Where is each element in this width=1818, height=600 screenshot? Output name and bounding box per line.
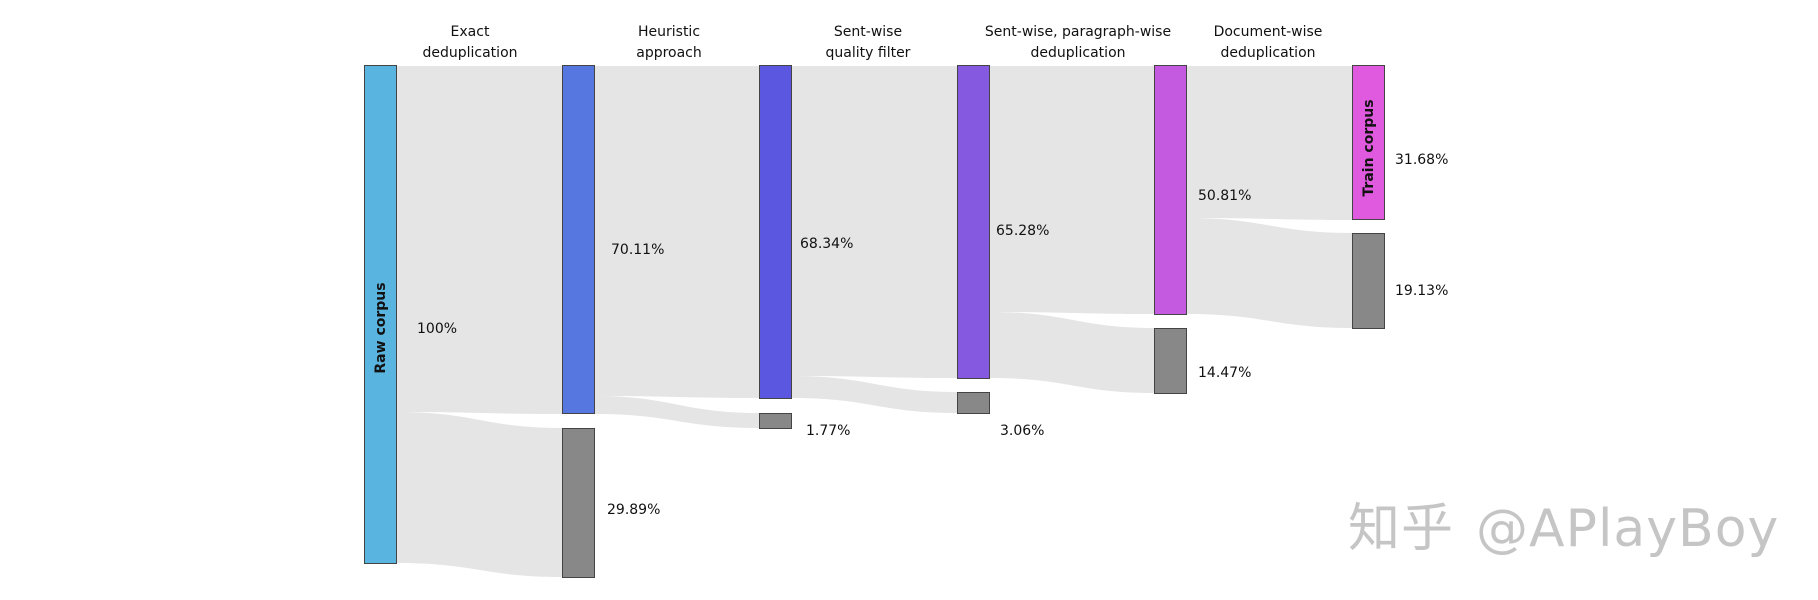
stage-5-subtitle: deduplication bbox=[1220, 45, 1315, 61]
link-raw-to-kept1 bbox=[397, 66, 562, 414]
removed-4-pct: 14.47% bbox=[1198, 365, 1251, 381]
link-kept3-to-removed4 bbox=[990, 312, 1154, 393]
stage-headers: Exact deduplication Heuristic approach S… bbox=[422, 24, 1322, 61]
stage-2-subtitle: approach bbox=[636, 45, 702, 61]
stage-2-title: Heuristic bbox=[638, 24, 700, 40]
raw-corpus-pct: 100% bbox=[417, 321, 457, 337]
removed-node-exact-dedup bbox=[562, 428, 595, 578]
links bbox=[397, 66, 1352, 577]
kept-3-pct: 65.28% bbox=[996, 223, 1049, 239]
watermark-author: @APlayBoy bbox=[1476, 499, 1780, 559]
removed-node-quality-filter bbox=[957, 392, 990, 414]
stage-4-title: Sent-wise, paragraph-wise bbox=[985, 24, 1171, 40]
removed-3-pct: 3.06% bbox=[1000, 423, 1044, 439]
kept-node-heuristic bbox=[562, 65, 595, 414]
stage-3-subtitle: quality filter bbox=[826, 45, 911, 61]
raw-corpus-label: Raw corpus bbox=[373, 282, 389, 373]
link-raw-to-removed1 bbox=[397, 412, 562, 577]
train-corpus-node bbox=[1352, 65, 1385, 220]
link-kept1-to-removed2 bbox=[595, 396, 759, 428]
removed-node-heuristic bbox=[759, 413, 792, 429]
stage-5-title: Document-wise bbox=[1214, 24, 1323, 40]
stage-1-subtitle: deduplication bbox=[422, 45, 517, 61]
link-kept1-to-kept2 bbox=[595, 66, 759, 398]
removed-1-pct: 29.89% bbox=[607, 502, 660, 518]
stage-3-title: Sent-wise bbox=[834, 24, 902, 40]
removed-5-pct: 19.13% bbox=[1395, 283, 1448, 299]
kept-2-pct: 68.34% bbox=[800, 236, 853, 252]
watermark-site: 知乎 bbox=[1348, 499, 1455, 559]
raw-corpus-node bbox=[364, 65, 397, 564]
stage-4-subtitle: deduplication bbox=[1030, 45, 1125, 61]
kept-node-document-dedup bbox=[1154, 65, 1187, 315]
link-kept4-to-removed5 bbox=[1187, 218, 1352, 328]
removed-node-paragraph-dedup bbox=[1154, 328, 1187, 394]
link-kept4-to-train bbox=[1187, 66, 1352, 220]
link-kept3-to-kept4 bbox=[990, 66, 1154, 314]
link-kept2-to-kept3 bbox=[792, 66, 957, 378]
removed-2-pct: 1.77% bbox=[806, 423, 850, 439]
link-kept2-to-removed3 bbox=[792, 376, 957, 413]
nodes bbox=[364, 65, 1385, 578]
stage-1-title: Exact bbox=[451, 24, 490, 40]
kept-1-pct: 70.11% bbox=[611, 242, 664, 258]
removed-node-document-dedup bbox=[1352, 233, 1385, 329]
watermark: 知乎 @APlayBoy bbox=[1348, 486, 1801, 561]
train-corpus-label: Train corpus bbox=[1361, 99, 1377, 196]
kept-4-pct: 50.81% bbox=[1198, 188, 1251, 204]
train-corpus-pct: 31.68% bbox=[1395, 152, 1448, 168]
kept-node-paragraph-dedup bbox=[957, 65, 990, 379]
kept-node-quality-filter bbox=[759, 65, 792, 399]
percent-labels: 100% 70.11% 68.34% 65.28% 50.81% 31.68% … bbox=[417, 152, 1448, 518]
